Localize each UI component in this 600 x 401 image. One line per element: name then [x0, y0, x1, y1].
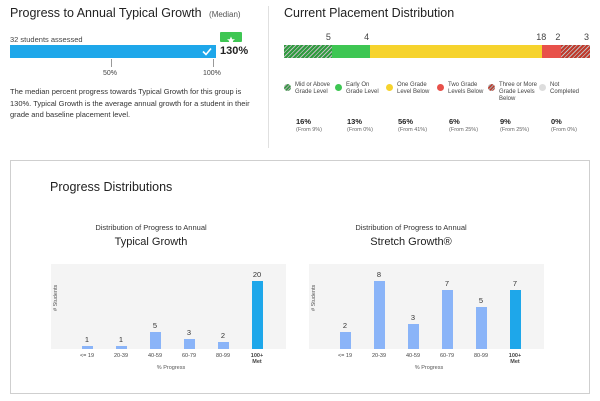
- placement-segment: [542, 45, 562, 58]
- bar-value-label: 2: [220, 331, 226, 341]
- x-tick-label: 60-79: [181, 353, 197, 359]
- x-axis-label: % Progress: [414, 365, 444, 371]
- x-tick-label: 40-59: [147, 353, 163, 359]
- chart-bar: [509, 289, 521, 349]
- bar-value-label: 20: [252, 270, 262, 279]
- x-tick-label: 40-59: [405, 353, 421, 359]
- typical-growth-value: 130%: [220, 45, 249, 57]
- legend-percent: 16%: [296, 117, 312, 126]
- chart-subtitle: Stretch Growth®: [370, 236, 452, 248]
- legend-dot: [284, 84, 291, 91]
- legend-dot: [335, 84, 342, 91]
- placement-title: Current Placement Distribution: [284, 6, 455, 20]
- legend-percent: 6%: [449, 117, 460, 126]
- segment-count: 2: [555, 32, 561, 42]
- x-tick-label: 80-99: [215, 353, 231, 359]
- legend-percent: 0%: [551, 117, 562, 126]
- x-tick-label: <= 19: [337, 353, 353, 359]
- chart-bar: [217, 342, 229, 349]
- chart-subtitle: Typical Growth: [114, 236, 188, 248]
- x-tick-label: 100+ Met: [508, 353, 522, 365]
- x-tick-label: 60-79: [439, 353, 455, 359]
- tick-50: [111, 59, 112, 67]
- progress-fill: [10, 45, 216, 58]
- check-icon: [202, 47, 212, 56]
- placement-segment: [561, 45, 590, 58]
- legend-from: (From 0%): [551, 127, 577, 133]
- legend-label: Three or More Grade Levels Below: [499, 82, 538, 102]
- legend-from: (From 25%): [500, 127, 530, 133]
- chart-title: Distribution of Progress to Annual: [95, 223, 207, 232]
- students-assessed: 32 students assessed: [10, 35, 83, 44]
- segment-count: 4: [364, 32, 370, 42]
- chart-bar: [441, 289, 453, 349]
- legend-from: (From 25%): [449, 127, 479, 133]
- chart-bar: [475, 306, 487, 349]
- legend-from: (From 9%): [296, 127, 322, 133]
- legend-label: Not Completed: [550, 82, 580, 95]
- bar-value-label: 7: [512, 278, 518, 288]
- chart-bar: [407, 323, 419, 349]
- legend-dot: [437, 84, 444, 91]
- chart-bar: [251, 281, 263, 349]
- y-axis-label: # Students: [53, 284, 59, 311]
- placement-bar: [284, 45, 590, 58]
- met-badge: [220, 32, 242, 44]
- placement-segment: [331, 45, 371, 58]
- legend-percent: 56%: [398, 117, 414, 126]
- legend-dot: [539, 84, 546, 91]
- bar-value-label: 5: [478, 295, 484, 305]
- placement-segment: [284, 45, 332, 58]
- chart-bar: [373, 281, 385, 349]
- progress-track: [10, 45, 216, 58]
- bar-value-label: 3: [186, 327, 192, 337]
- legend-label: Two Grade Levels Below: [448, 82, 484, 95]
- x-tick-label: 80-99: [473, 353, 489, 359]
- progress-distributions-title: Progress Distributions: [50, 180, 173, 194]
- bar-value-label: 1: [84, 334, 90, 344]
- bar-value-label: 8: [376, 270, 382, 279]
- chart-bar: [115, 345, 127, 349]
- legend-label: Early On Grade Level: [346, 82, 379, 95]
- legend-dot: [488, 84, 495, 91]
- chart-plot-area: [51, 264, 286, 349]
- legend-from: (From 0%): [347, 127, 373, 133]
- tick-100-label: 100%: [203, 70, 221, 77]
- chart-bar: [183, 338, 195, 349]
- bar-value-label: 7: [444, 278, 450, 288]
- legend-percent: 13%: [347, 117, 363, 126]
- chart-title: Distribution of Progress to Annual: [355, 223, 467, 232]
- legend-dot: [386, 84, 393, 91]
- typical-growth-subtitle: (Median): [209, 10, 241, 19]
- x-axis-label: % Progress: [156, 365, 186, 371]
- x-tick-label: 20-39: [371, 353, 387, 359]
- bar-value-label: 2: [342, 321, 348, 330]
- tick-50-label: 50%: [103, 70, 118, 77]
- legend-percent: 9%: [500, 117, 511, 126]
- chart-bar: [339, 332, 351, 349]
- star-icon: [227, 36, 235, 44]
- x-tick-label: 100+ Met: [250, 353, 264, 365]
- chart-bar: [81, 345, 93, 349]
- typical-growth-description: The median percent progress towards Typi…: [10, 87, 250, 119]
- typical-growth-title: Progress to Annual Typical Growth (Media…: [10, 6, 241, 20]
- bar-value-label: 1: [118, 334, 124, 344]
- y-axis-label: # Students: [311, 284, 317, 311]
- bar-value-label: 3: [410, 312, 416, 322]
- legend-label: Mid or Above Grade Level: [295, 82, 331, 95]
- segment-count: 3: [584, 32, 590, 42]
- tick-100: [213, 59, 214, 67]
- progress-distributions-card: Progress Distributions Distribution of P…: [10, 160, 590, 394]
- legend-from: (From 41%): [398, 127, 428, 133]
- bar-value-label: 5: [152, 321, 158, 330]
- placement-segment: [370, 45, 543, 58]
- x-tick-label: <= 19: [79, 353, 95, 359]
- segment-count: 5: [325, 32, 331, 42]
- legend-label: One Grade Level Below: [397, 82, 430, 95]
- panel-divider: [268, 6, 269, 148]
- segment-count: 18: [536, 32, 547, 42]
- chart-bar: [149, 332, 161, 349]
- x-tick-label: 20-39: [113, 353, 129, 359]
